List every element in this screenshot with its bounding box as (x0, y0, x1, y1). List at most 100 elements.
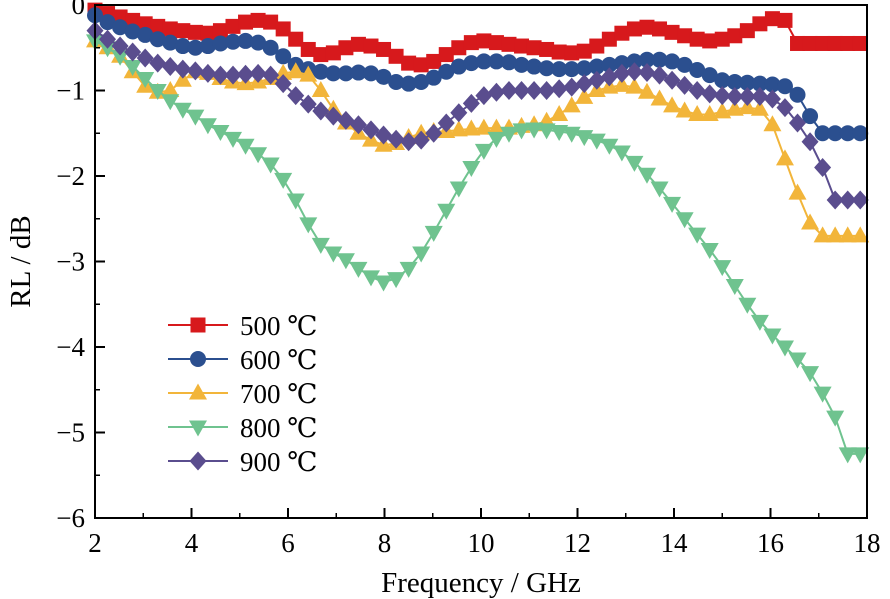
data-point (750, 314, 769, 331)
y-tick-label: −5 (56, 418, 85, 448)
data-point (263, 14, 279, 30)
data-point (99, 14, 116, 31)
data-point (701, 84, 719, 104)
data-point (111, 49, 130, 66)
data-point (476, 33, 492, 49)
data-point (802, 35, 818, 51)
data-point (325, 45, 341, 61)
data-point (401, 55, 417, 71)
data-point (199, 63, 217, 83)
data-point (211, 65, 229, 85)
data-point (175, 23, 191, 39)
data-point (499, 126, 518, 143)
data-point (236, 138, 255, 155)
data-point (212, 23, 228, 39)
data-point (726, 86, 744, 106)
data-point (839, 190, 857, 210)
data-point (374, 275, 393, 292)
legend-label: 500 ℃ (240, 311, 317, 341)
legend-label: 700 ℃ (240, 379, 317, 409)
data-point (462, 119, 481, 136)
data-point (488, 35, 504, 51)
data-point (663, 70, 681, 90)
data-point (338, 40, 354, 56)
x-tick-label: 12 (564, 528, 591, 558)
data-point (224, 33, 241, 50)
data-point (475, 53, 492, 70)
data-point (376, 41, 392, 57)
data-point (664, 24, 680, 40)
data-point (237, 32, 254, 49)
data-point (249, 147, 268, 164)
data-point (827, 125, 844, 142)
data-point (349, 261, 368, 278)
data-point (589, 38, 605, 54)
data-point (526, 40, 542, 56)
data-point (286, 62, 305, 79)
data-point (312, 63, 329, 80)
data-point (588, 70, 606, 90)
data-point (426, 53, 442, 69)
data-point (388, 73, 405, 90)
y-tick-label: −6 (56, 503, 85, 533)
data-point (187, 24, 203, 40)
data-point (375, 125, 393, 145)
y-tick-label: −1 (56, 76, 85, 106)
data-point (161, 81, 180, 97)
data-point (801, 213, 820, 230)
data-point (625, 62, 643, 82)
data-point (851, 226, 870, 243)
data-point (638, 63, 656, 83)
data-point (677, 28, 693, 44)
data-point (664, 53, 681, 70)
legend-marker (189, 451, 207, 471)
data-point (438, 63, 455, 80)
data-point (600, 138, 619, 155)
data-point (650, 181, 669, 198)
data-point (763, 115, 782, 132)
y-axis-ticks: 0 −1 −2 −3 −4 −5 −6 (56, 0, 105, 533)
data-point (362, 65, 379, 82)
legend-item: 600 ℃ (168, 345, 317, 375)
data-point (613, 63, 631, 83)
data-point (99, 29, 117, 49)
x-tick-label: 8 (378, 528, 392, 558)
data-point (801, 132, 819, 152)
data-point (313, 47, 329, 63)
data-point (702, 33, 718, 49)
data-point (726, 73, 743, 90)
data-point (375, 68, 392, 85)
data-point (826, 410, 845, 427)
data-point (299, 217, 318, 234)
data-point (425, 69, 442, 86)
data-point (788, 183, 807, 200)
legend-item: 700 ℃ (168, 379, 317, 409)
data-point (639, 19, 655, 35)
data-point (688, 227, 707, 244)
data-point (852, 125, 869, 142)
x-axis-ticks: 2 4 6 8 10 12 14 16 18 (88, 508, 881, 558)
data-point (652, 21, 668, 37)
data-point (775, 149, 794, 166)
data-point (551, 61, 568, 78)
data-point (550, 125, 569, 142)
data-point (200, 25, 216, 41)
data-point (775, 340, 794, 357)
data-point (790, 35, 806, 51)
data-point (262, 39, 279, 56)
data-point (462, 160, 481, 177)
data-point (437, 113, 455, 133)
data-point (387, 272, 406, 289)
data-point (788, 352, 807, 369)
data-point (550, 104, 569, 121)
legend-marker (190, 351, 206, 367)
legend: 500 ℃ 600 ℃ 700 ℃ 800 ℃ 900 ℃ (168, 311, 317, 477)
data-point (225, 18, 241, 34)
data-point (148, 84, 167, 100)
data-point (463, 55, 480, 72)
data-point (288, 31, 304, 47)
data-point (625, 155, 644, 172)
data-point (449, 181, 468, 198)
series-1 (87, 2, 868, 73)
